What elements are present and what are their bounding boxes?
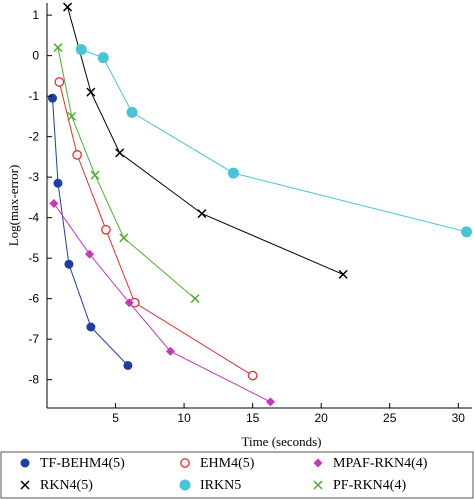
data-point-0-3 xyxy=(86,322,96,332)
y-tick-label-9: -8 xyxy=(28,373,39,387)
data-point-3-0 xyxy=(63,2,73,12)
y-tick-label-4: -3 xyxy=(28,170,39,184)
legend-marker-3 xyxy=(20,480,30,490)
data-point-2-4 xyxy=(265,397,275,407)
data-point-0-1 xyxy=(53,178,63,188)
data-point-3-4 xyxy=(338,269,348,279)
data-point-0-4 xyxy=(123,360,133,370)
data-point-2-1 xyxy=(85,249,94,259)
series-1 xyxy=(54,77,258,381)
data-point-1-1 xyxy=(72,150,83,160)
y-axis-label: Log(max-error) xyxy=(6,165,21,247)
data-point-1-4 xyxy=(247,370,258,381)
legend-label-1: EHM4(5) xyxy=(200,456,255,471)
data-point-1-2 xyxy=(101,224,111,235)
data-point-3-2 xyxy=(115,148,125,158)
legend-item-4: IRKN5 xyxy=(179,478,241,493)
data-point-4-3 xyxy=(227,167,239,179)
y-tick-label-6: -5 xyxy=(28,251,39,265)
legend-item-0: TF-BEHM4(5) xyxy=(20,456,125,471)
series-line-2 xyxy=(53,203,271,403)
series-5 xyxy=(53,43,200,304)
y-tick-label-1: 0 xyxy=(32,49,39,63)
data-point-4-2 xyxy=(126,106,138,118)
series-line-1 xyxy=(58,81,253,377)
data-point-2-3 xyxy=(165,346,175,356)
data-point-0-0 xyxy=(47,93,57,103)
series-0 xyxy=(47,93,133,370)
y-tick-label-3: -2 xyxy=(28,130,39,144)
legend-item-5: PF-RKN4(4) xyxy=(313,478,406,493)
series-2 xyxy=(49,198,275,407)
x-tick-label-4: 25 xyxy=(383,411,397,425)
legend-label-2: MPAF-RKN4(4) xyxy=(333,456,428,471)
data-point-3-3 xyxy=(197,209,207,219)
legend-marker-0 xyxy=(20,458,30,468)
legend-marker-5 xyxy=(313,480,323,490)
legend-item-2: MPAF-RKN4(4) xyxy=(313,456,428,471)
legend-label-0: TF-BEHM4(5) xyxy=(40,456,125,471)
data-point-2-0 xyxy=(49,198,59,208)
legend-box xyxy=(0,451,474,499)
legend-label-5: PF-RKN4(4) xyxy=(333,478,406,493)
series-line-3 xyxy=(67,6,344,275)
y-tick-label-2: -1 xyxy=(28,89,39,103)
x-tick-label-5: 30 xyxy=(452,411,466,425)
data-point-3-1 xyxy=(86,87,96,97)
legend-label-4: IRKN5 xyxy=(200,478,241,493)
series-line-4 xyxy=(81,49,467,233)
y-tick-label-7: -6 xyxy=(28,292,39,306)
y-tick-label-0: 1 xyxy=(32,8,39,22)
data-point-5-1 xyxy=(67,111,77,121)
x-axis-label: Time (seconds) xyxy=(241,434,321,449)
data-point-2-2 xyxy=(124,298,134,308)
legend-label-3: RKN4(5) xyxy=(40,478,93,493)
legend: TF-BEHM4(5) EHM4(5) MPAF-RKN4(4) RKN4(5) IRK… xyxy=(0,451,474,499)
data-point-5-2 xyxy=(90,170,100,180)
plot-series xyxy=(47,2,473,407)
data-point-1-0 xyxy=(54,77,65,87)
x-tick-label-3: 20 xyxy=(315,411,329,425)
data-point-5-0 xyxy=(53,43,63,53)
legend-item-1: EHM4(5) xyxy=(180,456,255,471)
data-point-4-0 xyxy=(75,44,87,56)
series-line-5 xyxy=(57,47,196,300)
data-point-5-3 xyxy=(119,233,129,243)
legend-item-3: RKN4(5) xyxy=(20,478,93,493)
series-4 xyxy=(75,44,473,238)
data-point-5-4 xyxy=(190,294,200,304)
legend-marker-2 xyxy=(313,458,323,468)
y-tick-label-5: -4 xyxy=(28,211,39,225)
data-point-4-4 xyxy=(461,226,473,238)
series-3 xyxy=(63,2,348,279)
y-tick-label-8: -7 xyxy=(28,332,39,346)
x-tick-label-0: 5 xyxy=(112,411,119,425)
x-tick-label-1: 10 xyxy=(177,411,191,425)
data-point-4-1 xyxy=(97,52,109,64)
x-tick-label-2: 15 xyxy=(246,411,260,425)
legend-marker-4 xyxy=(179,479,191,491)
legend-marker-1 xyxy=(180,458,190,468)
data-point-0-2 xyxy=(64,259,74,269)
